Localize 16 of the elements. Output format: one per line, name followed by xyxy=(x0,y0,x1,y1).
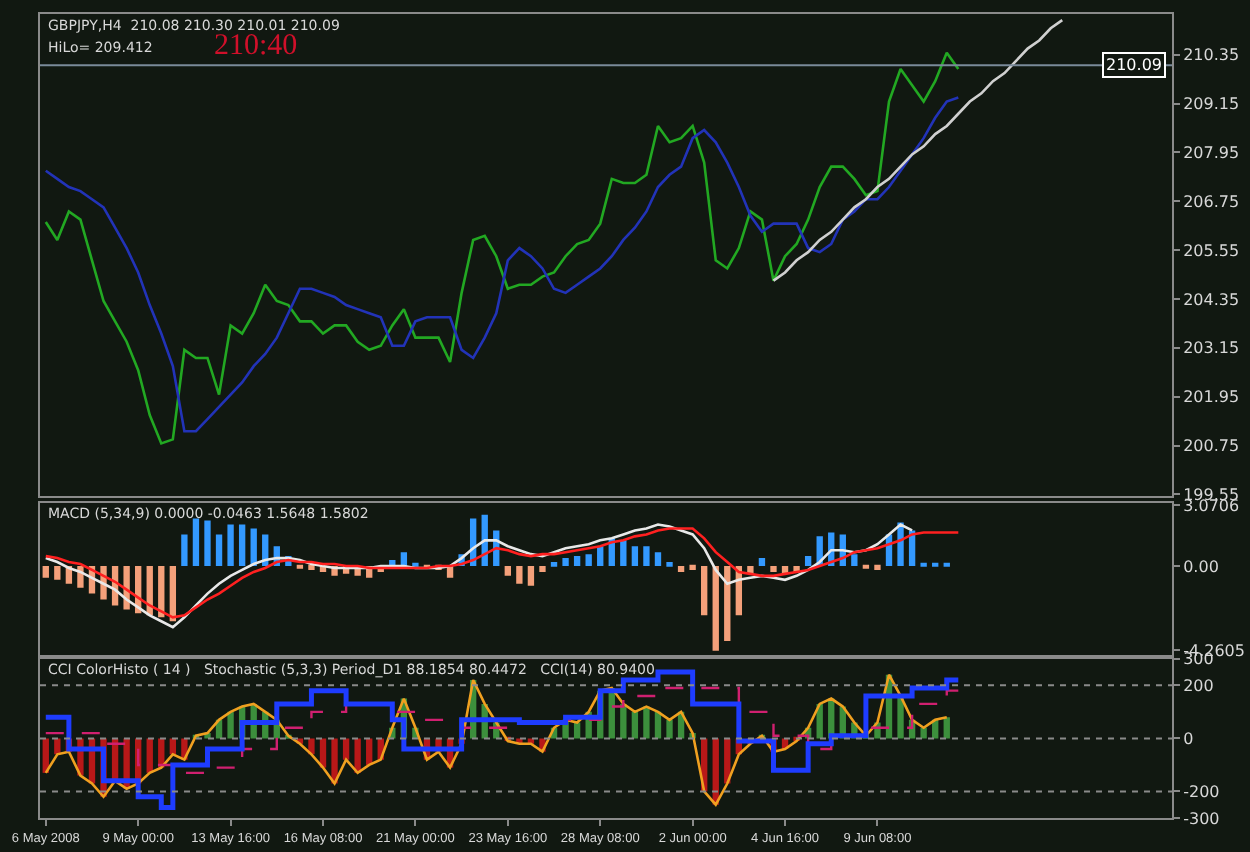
y-tick-label: 0 xyxy=(1183,730,1194,749)
y-tick-label: -300 xyxy=(1183,809,1220,828)
ref-line-label: 210.09 xyxy=(1106,56,1162,74)
y-tick-label: 201.95 xyxy=(1183,388,1240,407)
y-tick-label: 0.00 xyxy=(1183,557,1219,576)
y-tick-label: 206.75 xyxy=(1183,192,1240,211)
y-tick-label: -200 xyxy=(1183,783,1220,802)
y-tick-label: 204.35 xyxy=(1183,290,1240,309)
y-tick-label: 207.95 xyxy=(1183,144,1240,163)
y-tick-label: 210.35 xyxy=(1183,46,1240,65)
annotation: 210:40 xyxy=(214,30,298,62)
y-tick-label: 205.55 xyxy=(1183,241,1240,260)
y-tick-label: 203.15 xyxy=(1183,339,1240,358)
y-tick-label: 200.75 xyxy=(1183,437,1240,456)
y-tick-label: 209.15 xyxy=(1183,95,1240,114)
y-tick-label: 200 xyxy=(1183,676,1214,695)
